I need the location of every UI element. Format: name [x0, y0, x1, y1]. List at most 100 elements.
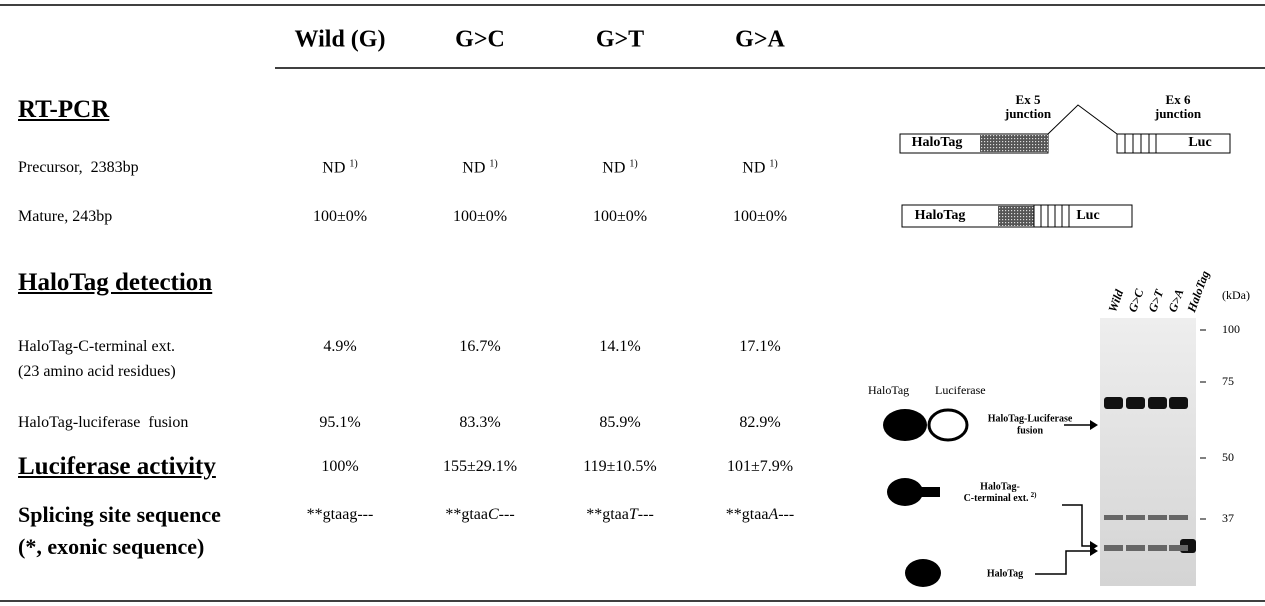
- cell-text: 100±0%: [592, 208, 648, 225]
- note: 1): [629, 158, 638, 170]
- cell-text: 155±29.1%: [442, 458, 518, 475]
- lane-label: G>A: [1165, 287, 1186, 314]
- unit-label: (kDa): [1222, 288, 1250, 302]
- arrow: [1035, 550, 1092, 575]
- cell: 14.1%: [599, 338, 640, 356]
- cell: **gtaaC---: [445, 506, 514, 524]
- cell-text: 119±10.5%: [583, 458, 657, 475]
- section-title: RT-PCR: [18, 96, 110, 123]
- marker-label: 50: [1222, 450, 1234, 464]
- arrow: [1062, 504, 1092, 547]
- cell: 16.7%: [459, 338, 500, 356]
- exon6-stripes: [1033, 205, 1070, 227]
- note: 1): [769, 158, 778, 170]
- cell: **gtaaT---: [586, 506, 654, 524]
- row-label: Precursor, 2383bp: [18, 159, 139, 176]
- column-header: G>T: [595, 26, 645, 53]
- cell: 17.1%: [739, 338, 780, 356]
- gel: Wild G>C G>T G>A HaloTag (kDa) 100 75 50…: [1100, 269, 1250, 586]
- cell: 83.3%: [459, 414, 500, 432]
- band: [1169, 397, 1188, 409]
- cell: 95.1%: [319, 414, 360, 432]
- section-title: (*, exonic sequence): [18, 534, 205, 559]
- cell-text: **gtaa: [445, 506, 488, 523]
- row-label: HaloTag-C-terminal ext.: [18, 338, 176, 355]
- band: [1126, 515, 1145, 520]
- legend-label: Luciferase: [935, 383, 986, 397]
- intron-line: [1047, 104, 1118, 135]
- row-label: Mature, 243bp: [18, 208, 113, 225]
- fusion-label: fusion: [1017, 425, 1044, 436]
- marker-label: 37: [1222, 511, 1234, 525]
- cell: ND 1): [602, 158, 637, 177]
- luc-label: Luc: [1076, 208, 1099, 223]
- column-header: G>A: [735, 26, 785, 53]
- halotag-shape: [887, 478, 923, 506]
- row-label: HaloTag-luciferase fusion: [18, 414, 189, 431]
- column-header: G>C: [455, 26, 505, 53]
- faint-bands: [1104, 515, 1188, 551]
- band: [1148, 515, 1167, 520]
- halotag-shape: [905, 559, 941, 587]
- halotag-label: HaloTag: [915, 208, 966, 223]
- arrowhead: [1090, 546, 1098, 556]
- lane-label: G>T: [1145, 287, 1166, 314]
- ex6-label: junction: [1154, 106, 1202, 121]
- cell: 155±29.1%: [443, 458, 517, 476]
- cell: ND 1): [322, 158, 357, 177]
- band: [1169, 545, 1188, 551]
- band: [1126, 397, 1145, 409]
- cell: 100±0%: [453, 208, 507, 226]
- note: 1): [489, 158, 498, 170]
- cell-text: ND: [742, 159, 766, 177]
- cell: 85.9%: [599, 414, 640, 432]
- halotag-label: HaloTag: [987, 568, 1023, 579]
- cell: 100±0%: [593, 208, 647, 226]
- band: [1148, 397, 1167, 409]
- cell-text: ND: [462, 159, 486, 177]
- halotag-shape: [883, 409, 927, 441]
- arrowhead: [1090, 420, 1098, 430]
- cell: 100±0%: [733, 208, 787, 226]
- band: [1104, 545, 1123, 551]
- ext-label: HaloTag-: [980, 481, 1020, 492]
- band: [1126, 545, 1145, 551]
- luc-box: [1116, 133, 1231, 154]
- note: 1): [349, 158, 358, 170]
- precursor-diagram: Ex 5 junction Ex 6 junction HaloTag Luc: [899, 92, 1231, 154]
- cell-text: ND: [602, 159, 626, 177]
- cell-text: **gtaa: [586, 506, 629, 523]
- section-title: Splicing site sequence: [18, 502, 221, 527]
- marker-label: 75: [1222, 374, 1234, 388]
- cell: **gtaag---: [307, 506, 374, 524]
- ex5-label: Ex 5: [1016, 92, 1041, 107]
- cell: 82.9%: [739, 414, 780, 432]
- cell-text: 100%: [321, 458, 359, 475]
- exon6-stripes: [1124, 134, 1157, 153]
- section-title: HaloTag detection: [18, 269, 213, 296]
- lane-label: Wild: [1105, 287, 1126, 314]
- cell-italic: A: [768, 506, 779, 523]
- cell-text: 4.9%: [323, 338, 357, 355]
- cell-text: **gtaag---: [306, 506, 374, 523]
- cell-text: 95.1%: [319, 414, 361, 431]
- ext-label: C-terminal ext.: [964, 493, 1029, 504]
- cell-text: ND: [322, 159, 346, 177]
- cell: 4.9%: [323, 338, 356, 356]
- cell-text: 17.1%: [739, 338, 781, 355]
- cell: 101±7.9%: [727, 458, 793, 476]
- cell-italic: T: [628, 506, 638, 523]
- gel-image: [1100, 318, 1196, 586]
- lane-label: G>C: [1125, 286, 1147, 314]
- cell-text: 101±7.9%: [726, 458, 794, 475]
- ex6-label: Ex 6: [1166, 92, 1191, 107]
- legend: HaloTag Luciferase HaloTag-Luciferase fu…: [868, 383, 1098, 587]
- note: 2): [1031, 491, 1038, 499]
- cell-text: 83.3%: [459, 414, 501, 431]
- band: [1104, 397, 1123, 409]
- band: [1169, 515, 1188, 520]
- cell-text: **gtaa: [725, 506, 769, 523]
- cell-italic: C: [488, 506, 499, 523]
- ex5-label: junction: [1004, 106, 1052, 121]
